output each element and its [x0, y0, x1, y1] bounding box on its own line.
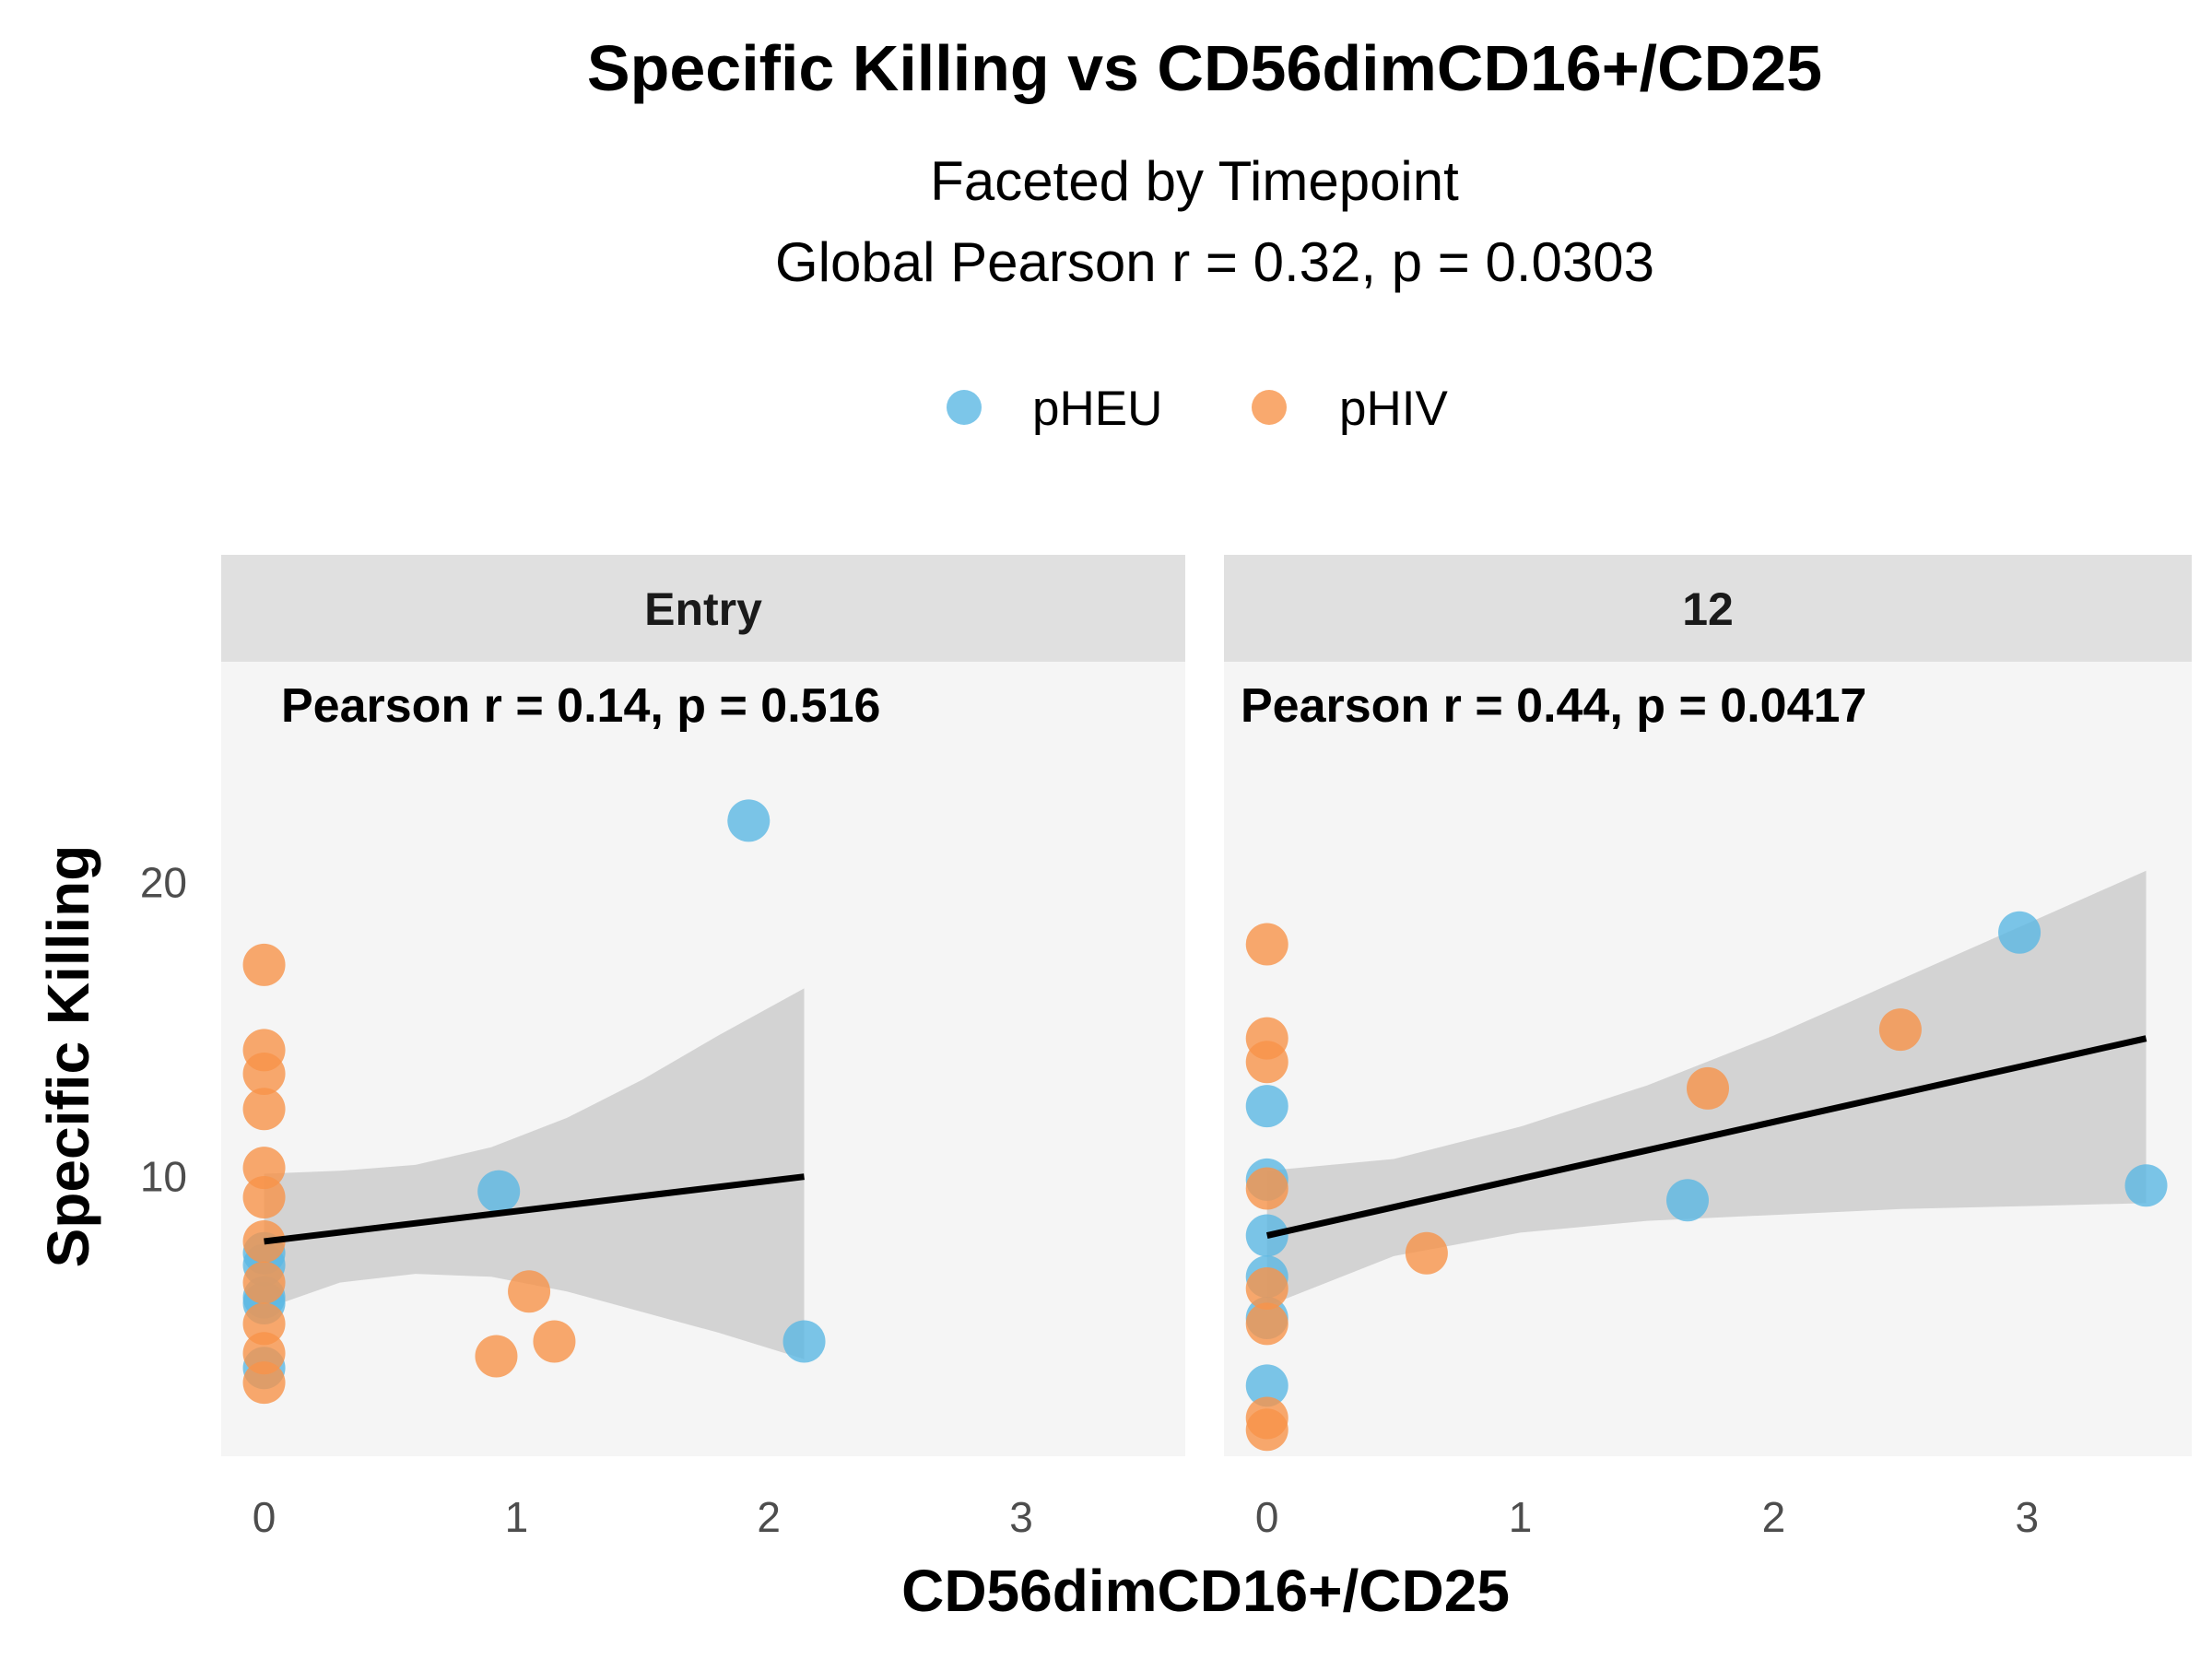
data-point-phiv	[475, 1335, 518, 1378]
data-point-phiv	[242, 1147, 286, 1190]
data-point-phiv	[242, 943, 286, 986]
legend-key-pheu	[947, 390, 982, 425]
data-point-phiv	[1245, 923, 1288, 966]
chart-title: Specific Killing vs CD56dimCD16+/CD25	[587, 32, 1822, 104]
legend-label-pheu: pHEU	[1032, 382, 1162, 436]
x-axis-title: CD56dimCD16+/CD25	[901, 1558, 1510, 1624]
data-point-phiv	[508, 1270, 551, 1313]
y-axis-ticks: 10 20	[140, 858, 187, 1200]
x-tick-label: 2	[1762, 1493, 1786, 1541]
data-point-phiv	[242, 1052, 286, 1095]
confidence-band	[264, 988, 805, 1359]
correlation-annotation: Pearson r = 0.14, p = 0.516	[281, 679, 880, 733]
data-point-phiv	[242, 1361, 286, 1405]
data-point-phiv	[242, 1261, 286, 1304]
data-point-pheu	[2124, 1164, 2168, 1207]
facet-strip-label: Entry	[644, 583, 762, 635]
legend-label-phiv: pHIV	[1339, 382, 1448, 436]
legend-key-phiv	[1252, 390, 1287, 425]
data-point-pheu	[1245, 1085, 1288, 1128]
facet-strip	[1224, 555, 2192, 662]
chart-subtitle-line-2: Global Pearson r = 0.32, p = 0.0303	[775, 231, 1654, 293]
data-point-pheu	[1998, 911, 2041, 954]
correlation-annotation: Pearson r = 0.44, p = 0.0417	[1241, 679, 1866, 733]
legend: pHEU pHIV	[947, 382, 1448, 436]
data-point-pheu	[1245, 1364, 1288, 1407]
data-point-phiv	[1245, 1267, 1288, 1311]
facet-strip	[221, 555, 1185, 662]
x-tick-label: 0	[1255, 1493, 1279, 1541]
facet-panel-entry: Entry Pearson r = 0.14, p = 0.516 0 1 2 3	[221, 555, 1185, 1541]
y-tick-label: 20	[140, 858, 187, 906]
chart-subtitle-line-1: Faceted by Timepoint	[930, 150, 1459, 212]
data-point-phiv	[1245, 1167, 1288, 1210]
data-point-phiv	[1878, 1008, 1922, 1052]
data-point-phiv	[242, 1176, 286, 1219]
x-tick-label: 1	[505, 1493, 529, 1541]
data-point-phiv	[242, 1302, 286, 1346]
data-point-phiv	[1245, 1408, 1288, 1452]
x-tick-label: 3	[1009, 1493, 1033, 1541]
data-point-pheu	[727, 799, 771, 842]
data-point-phiv	[1245, 1302, 1288, 1346]
data-point-phiv	[1245, 1041, 1288, 1084]
y-axis-title: Specific Killing	[35, 845, 101, 1268]
data-point-pheu	[782, 1320, 826, 1363]
data-point-pheu	[1666, 1179, 1710, 1222]
data-point-phiv	[242, 1088, 286, 1131]
y-tick-label: 10	[140, 1153, 187, 1201]
regression-line	[1265, 1035, 2147, 1239]
x-tick-label: 3	[2016, 1493, 2040, 1541]
regression-line	[264, 1173, 805, 1245]
data-point-pheu	[477, 1170, 521, 1213]
x-tick-label: 2	[757, 1493, 781, 1541]
data-point-phiv	[533, 1320, 576, 1363]
data-point-phiv	[242, 1332, 286, 1375]
x-tick-label: 0	[253, 1493, 276, 1541]
x-tick-label: 1	[1509, 1493, 1533, 1541]
data-point-phiv	[1405, 1231, 1448, 1275]
data-point-phiv	[1687, 1066, 1729, 1110]
facet-strip-label: 12	[1682, 583, 1734, 635]
